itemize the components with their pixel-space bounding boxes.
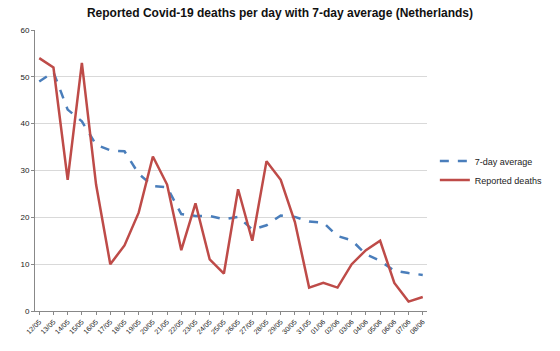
svg-text:06/06: 06/06 [380, 318, 397, 335]
svg-text:40: 40 [20, 119, 29, 128]
svg-text:7-day average: 7-day average [475, 157, 533, 167]
svg-text:22/05: 22/05 [167, 318, 184, 335]
svg-text:21/05: 21/05 [153, 318, 170, 335]
svg-text:27/05: 27/05 [238, 318, 255, 335]
svg-text:16/05: 16/05 [82, 318, 99, 335]
svg-text:30/05: 30/05 [281, 318, 298, 335]
svg-text:07/06: 07/06 [394, 318, 411, 335]
svg-text:31/05: 31/05 [295, 318, 312, 335]
svg-text:Reported deaths: Reported deaths [475, 176, 542, 186]
svg-text:08/06: 08/06 [409, 318, 426, 335]
svg-text:60: 60 [20, 26, 29, 35]
svg-text:25/05: 25/05 [210, 318, 227, 335]
svg-text:15/05: 15/05 [68, 318, 85, 335]
svg-text:05/06: 05/06 [366, 318, 383, 335]
svg-text:Reported Covid-19 deaths per d: Reported Covid-19 deaths per day with 7-… [87, 6, 473, 20]
svg-text:03/06: 03/06 [338, 318, 355, 335]
svg-text:17/05: 17/05 [96, 318, 113, 335]
svg-text:30: 30 [20, 166, 29, 175]
svg-text:23/05: 23/05 [181, 318, 198, 335]
svg-text:14/05: 14/05 [54, 318, 71, 335]
svg-text:19/05: 19/05 [125, 318, 142, 335]
svg-text:29/05: 29/05 [267, 318, 284, 335]
svg-text:50: 50 [20, 73, 29, 82]
svg-text:18/05: 18/05 [110, 318, 127, 335]
svg-text:26/05: 26/05 [224, 318, 241, 335]
svg-text:12/05: 12/05 [25, 318, 42, 335]
svg-text:20/05: 20/05 [139, 318, 156, 335]
svg-text:01/06: 01/06 [309, 318, 326, 335]
svg-text:02/06: 02/06 [323, 318, 340, 335]
svg-text:24/05: 24/05 [196, 318, 213, 335]
svg-text:04/06: 04/06 [352, 318, 369, 335]
svg-text:0: 0 [25, 307, 30, 316]
svg-text:13/05: 13/05 [39, 318, 56, 335]
svg-text:20: 20 [20, 213, 29, 222]
svg-text:10: 10 [20, 260, 29, 269]
svg-text:28/05: 28/05 [252, 318, 269, 335]
